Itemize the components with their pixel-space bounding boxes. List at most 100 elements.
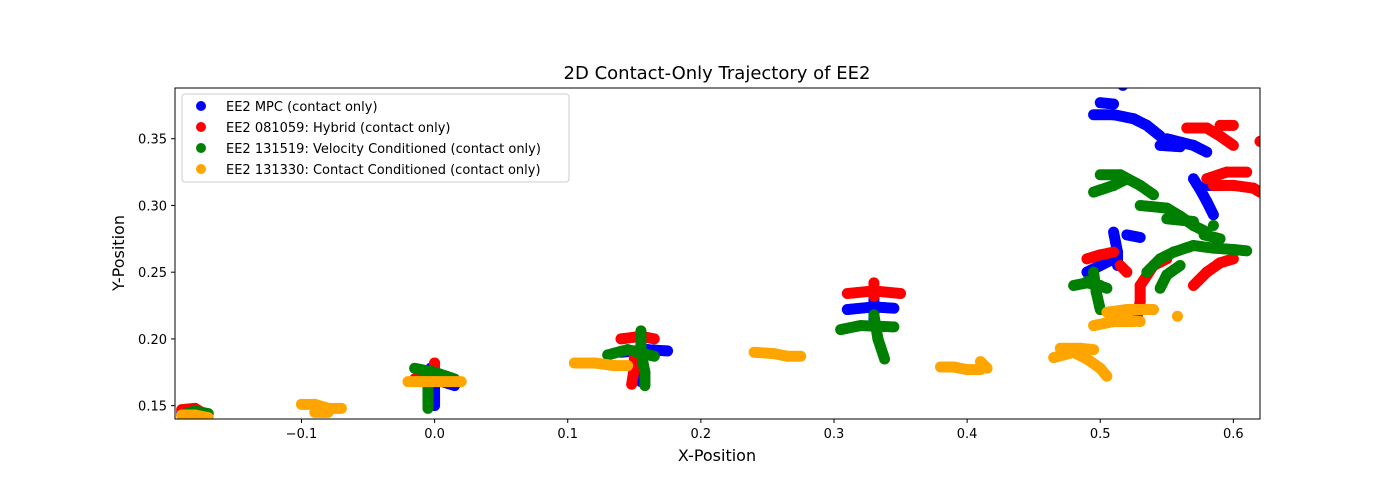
data-point	[1227, 139, 1239, 151]
y-tick-label: 0.15	[138, 400, 167, 415]
data-points	[176, 88, 1260, 419]
series-3-trail-5	[748, 346, 807, 362]
data-point	[1207, 219, 1219, 231]
series-0-trail-13	[1154, 139, 1186, 153]
x-tick-label: 0.4	[957, 427, 978, 442]
series-0-trail-9	[1121, 229, 1146, 243]
data-point	[981, 362, 993, 374]
series-0-trail-11	[1094, 97, 1120, 110]
data-point	[1101, 370, 1113, 382]
data-point	[1254, 135, 1260, 147]
y-tick-label: 0.35	[138, 133, 167, 148]
x-tick-label: −0.1	[286, 427, 318, 442]
series-0-trail-10	[1088, 109, 1166, 142]
series-1-trail-11	[1187, 253, 1239, 292]
plot-frame	[174, 87, 1261, 420]
x-tick-label: 0.5	[1090, 427, 1111, 442]
legend-marker	[196, 143, 206, 153]
data-point	[1147, 304, 1159, 316]
series-3-trail-7	[974, 356, 993, 374]
data-point	[1088, 344, 1100, 356]
x-tick-label: 0.2	[691, 427, 712, 442]
data-point	[662, 345, 674, 357]
data-point	[648, 333, 660, 345]
legend-entry: EE2 131330: Contact Conditioned (contact…	[226, 163, 541, 178]
series-2-trail-17	[1198, 229, 1226, 245]
series-1-trail-13	[1214, 119, 1239, 131]
data-point	[1207, 209, 1219, 221]
data-point	[1108, 246, 1120, 258]
y-axis: 0.15 0.20 0.25 0.30 0.35	[138, 133, 175, 415]
series-1-trail-16	[1254, 135, 1260, 147]
y-tick-label: 0.20	[138, 333, 167, 348]
data-point	[1101, 282, 1113, 294]
legend-entry: EE2 MPC (contact only)	[226, 100, 378, 115]
data-point	[1147, 189, 1159, 201]
data-point	[868, 290, 880, 302]
series-2-trail-13	[1161, 213, 1199, 227]
series-3-trail-6	[934, 361, 986, 376]
data-point	[1227, 119, 1239, 131]
data-point	[895, 288, 907, 300]
legend-entry: EE2 131519: Velocity Conditioned (contac…	[226, 142, 541, 157]
data-point	[455, 376, 467, 388]
data-point	[202, 412, 214, 419]
data-point	[1254, 186, 1260, 198]
legend-marker	[196, 122, 206, 132]
data-point	[1187, 215, 1199, 227]
series-2-trail-16	[1187, 239, 1253, 257]
data-point	[639, 380, 651, 392]
chart-title: 2D Contact-Only Trajectory of EE2	[564, 63, 871, 84]
series-2-trail-15	[1154, 260, 1186, 294]
series-3-trail-4	[568, 357, 634, 372]
data-point	[888, 321, 900, 333]
legend-box	[181, 93, 570, 183]
series-2-trail-18	[1207, 219, 1219, 231]
data-point	[1227, 253, 1239, 265]
x-tick-label: 0.3	[824, 427, 845, 442]
series-1-trail-7	[1081, 246, 1120, 265]
data-point	[1241, 245, 1253, 257]
series-2-trail-4	[635, 325, 651, 392]
series-1-trail-6	[868, 277, 880, 302]
series-2-trail-5	[835, 320, 900, 336]
x-axis: −0.1 0.0 0.1 0.2 0.3 0.4 0.5 0.6	[286, 419, 1244, 442]
series-3-trail-12	[1108, 313, 1146, 328]
series-3-trail-0	[176, 409, 214, 419]
series-1-trail-8	[1114, 260, 1133, 278]
y-tick-label: 0.25	[138, 266, 167, 281]
data-point	[1241, 166, 1253, 178]
data-point	[1171, 310, 1183, 322]
data-point	[1134, 316, 1146, 328]
series-2-trail-11	[1094, 169, 1159, 201]
series-2-trail-9	[1081, 276, 1113, 294]
y-axis-label: Y-Position	[109, 215, 128, 292]
series-1-trail-12	[1181, 122, 1239, 151]
data-point	[422, 402, 434, 414]
data-point	[888, 302, 900, 314]
data-point	[795, 350, 807, 362]
y-tick-label: 0.30	[138, 199, 167, 214]
series-3-trail-13	[1171, 310, 1183, 322]
data-point	[1174, 141, 1186, 153]
data-point	[1201, 146, 1213, 158]
series-1-trail-15	[1207, 179, 1260, 198]
data-point	[1108, 98, 1120, 110]
series-2-trail-6	[868, 309, 891, 365]
data-point	[1174, 260, 1186, 272]
legend: EE2 MPC (contact only) EE2 081059: Hybrid…	[181, 93, 570, 183]
legend-marker	[196, 101, 206, 111]
data-point	[648, 350, 660, 362]
x-tick-label: 0.6	[1223, 427, 1244, 442]
series-3-trail-11	[1101, 304, 1159, 318]
data-point	[622, 360, 634, 372]
legend-marker	[196, 164, 206, 174]
data-point	[879, 353, 891, 365]
series-0-trail-16	[1118, 88, 1128, 91]
legend-entry: EE2 081059: Hybrid (contact only)	[226, 121, 450, 136]
x-tick-label: 0.0	[424, 427, 445, 442]
x-tick-label: 0.1	[557, 427, 578, 442]
series-3-trail-8	[1048, 346, 1113, 382]
data-point	[322, 406, 334, 418]
